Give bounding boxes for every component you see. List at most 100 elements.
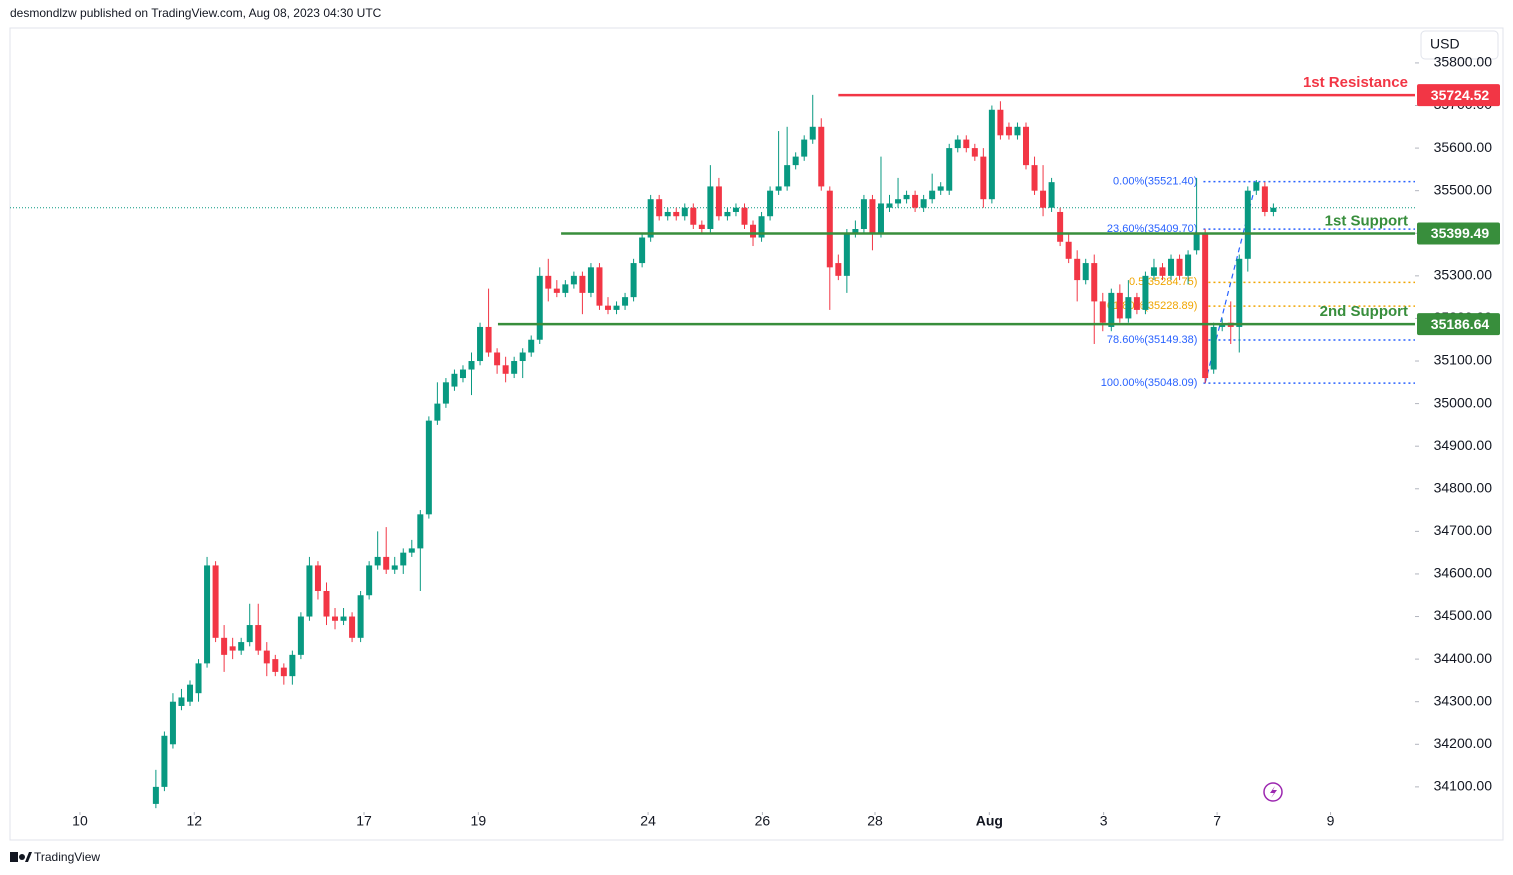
candle-body <box>664 211 671 217</box>
candle-body <box>314 565 321 591</box>
candle-body <box>673 211 680 217</box>
candle-body <box>545 275 552 289</box>
candle-body <box>485 326 492 353</box>
candle-body <box>323 590 330 617</box>
candle-body <box>1074 258 1081 281</box>
candle-body <box>332 616 339 621</box>
candle-body <box>903 194 910 200</box>
candle-body <box>622 297 629 306</box>
candle-body <box>562 284 569 293</box>
price-tag-label: 35399.49 <box>1431 225 1490 241</box>
candle-body <box>1031 165 1038 191</box>
candle-body <box>877 203 884 234</box>
y-tick-label: 35000.00 <box>1434 394 1493 410</box>
candle-body <box>169 701 176 745</box>
candle-body <box>1082 263 1089 281</box>
x-tick-label: 10 <box>72 813 88 829</box>
y-tick-label: 34900.00 <box>1434 437 1493 453</box>
candle-body <box>1142 275 1149 310</box>
y-tick-label: 34200.00 <box>1434 735 1493 751</box>
level-label: 2nd Support <box>1320 303 1408 320</box>
candle-body <box>451 373 458 387</box>
candle-body <box>195 663 202 694</box>
price-tag <box>1417 84 1500 107</box>
fib-label: 23.60%(35409.70) <box>1107 223 1198 235</box>
candle-body <box>912 194 919 208</box>
candle-body <box>613 305 620 310</box>
candle-body <box>690 207 697 225</box>
candle-body <box>997 109 1004 136</box>
fib-label: 0.5(35284.75) <box>1129 276 1198 288</box>
candle-body <box>1168 258 1175 276</box>
alert-icon[interactable] <box>1263 782 1283 802</box>
y-tick-label: 35800.00 <box>1434 54 1493 70</box>
candle-body <box>775 186 782 191</box>
candle-body <box>306 565 313 617</box>
candle-body <box>528 339 535 353</box>
candle-body <box>698 224 705 230</box>
candle-body <box>843 233 850 276</box>
candle-body <box>238 642 245 651</box>
candle-body <box>366 565 373 596</box>
y-tick-label: 34500.00 <box>1434 607 1493 623</box>
y-tick-label: 34400.00 <box>1434 650 1493 666</box>
candle-body <box>1125 297 1132 319</box>
candle-body <box>1159 267 1166 276</box>
candle-body <box>204 565 211 664</box>
candle-body <box>826 190 833 268</box>
candle-body <box>656 199 663 217</box>
x-tick-label: 12 <box>186 813 202 829</box>
candle-body <box>221 637 228 655</box>
candle-body <box>1091 263 1098 302</box>
candle-body <box>715 186 722 217</box>
candle-body <box>852 229 859 234</box>
footer: TradingView <box>34 850 100 864</box>
candle-body <box>835 263 842 276</box>
candle-body <box>886 203 893 208</box>
candle-body <box>459 369 466 379</box>
y-tick-label: 35600.00 <box>1434 139 1493 155</box>
candle-body <box>536 275 543 340</box>
candle-body <box>1253 182 1260 191</box>
x-tick-label: 7 <box>1213 813 1221 829</box>
candle-body <box>570 275 577 285</box>
y-tick-label: 34300.00 <box>1434 692 1493 708</box>
candle-body <box>477 326 484 362</box>
y-tick-label: 34100.00 <box>1434 778 1493 794</box>
candle-body <box>186 684 193 702</box>
y-tick-label: 34600.00 <box>1434 565 1493 581</box>
candle-body <box>553 288 560 293</box>
candle-body <box>732 207 739 212</box>
y-tick-label: 34800.00 <box>1434 479 1493 495</box>
fib-label: 78.60%(35149.38) <box>1107 334 1198 346</box>
candle-body <box>255 625 262 651</box>
candle-body <box>442 382 449 404</box>
candle-body <box>604 305 611 310</box>
currency-box[interactable] <box>1420 30 1499 60</box>
candle-body <box>1270 207 1277 212</box>
candle-body <box>1065 241 1072 259</box>
candle-body <box>340 616 347 621</box>
candle-body <box>349 616 356 638</box>
candle-body <box>801 139 808 157</box>
candle-body <box>357 595 364 638</box>
candle-body <box>417 514 424 549</box>
candle-body <box>639 237 646 264</box>
price-tag <box>1417 313 1500 336</box>
candle-body <box>374 556 381 566</box>
candle-body <box>596 267 603 306</box>
candle-body <box>383 556 390 570</box>
candle-body <box>1040 190 1047 208</box>
candle-body <box>724 211 731 217</box>
candle-body <box>741 207 748 225</box>
level-label: 1st Resistance <box>1303 74 1408 91</box>
candle-body <box>272 659 279 672</box>
candle-body <box>809 126 816 140</box>
candle-body <box>929 190 936 200</box>
candle-body <box>494 352 501 366</box>
tv-logo <box>10 852 32 862</box>
candle-body <box>579 275 586 293</box>
candle-body <box>1023 126 1030 166</box>
candle-body <box>946 148 953 191</box>
candle-body <box>1176 258 1183 276</box>
